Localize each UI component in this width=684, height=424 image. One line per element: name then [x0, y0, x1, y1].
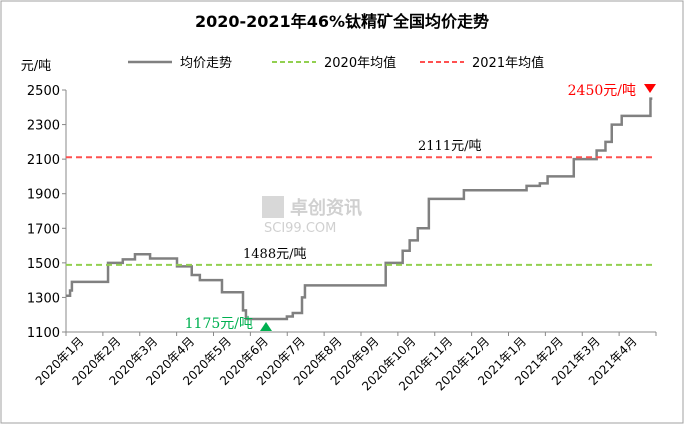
- min-label: 1175元/吨: [185, 316, 253, 332]
- avg-2020-label: 1488元/吨: [243, 247, 306, 262]
- max-marker-down-triangle-icon: [644, 84, 656, 93]
- chart-title: 2020-2021年46%钛精矿全国均价走势: [195, 12, 489, 31]
- y-axis-label: 元/吨: [21, 59, 51, 74]
- y-tick-label: 1300: [27, 291, 60, 306]
- axes: 110013001500170019002100230025002020年1月2…: [27, 84, 657, 393]
- watermark-text-cn: 卓创资讯: [290, 197, 362, 219]
- max-label: 2450元/吨: [568, 83, 636, 99]
- y-tick-label: 1900: [27, 188, 60, 203]
- legend: 均价走势 2020年均值 2021年均值: [128, 55, 544, 71]
- watermark-logo: [262, 196, 284, 218]
- y-tick-label: 1500: [27, 257, 60, 272]
- series-lines: [66, 97, 656, 321]
- avg-2021-label: 2111元/吨: [418, 139, 481, 154]
- watermark: 卓创资讯 SCI99.COM: [262, 196, 362, 236]
- y-tick-label: 2100: [27, 153, 60, 168]
- y-tick-label: 2500: [27, 84, 60, 99]
- y-tick-label: 2300: [27, 119, 60, 134]
- y-tick-label: 1700: [27, 222, 60, 237]
- legend-label: 2021年均值: [472, 55, 544, 71]
- legend-label: 2020年均值: [324, 55, 396, 71]
- price-line: [66, 97, 653, 321]
- legend-label: 均价走势: [180, 55, 232, 71]
- watermark-text-en: SCI99.COM: [264, 221, 336, 236]
- annotations: 2450元/吨 2111元/吨 1488元/吨 1175元/吨: [185, 83, 656, 332]
- y-tick-label: 1100: [27, 326, 60, 341]
- min-marker-up-triangle-icon: [260, 322, 272, 331]
